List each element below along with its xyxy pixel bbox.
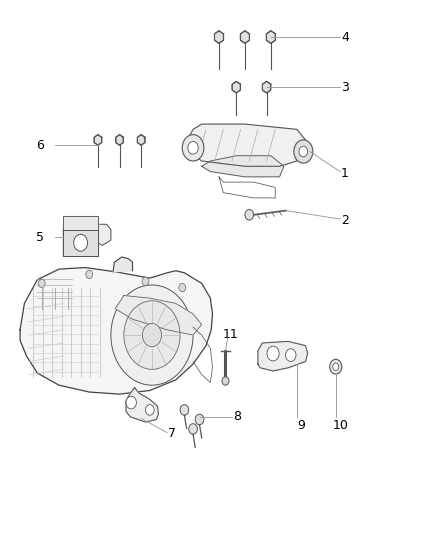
- Polygon shape: [126, 388, 159, 422]
- Polygon shape: [115, 295, 202, 335]
- Polygon shape: [64, 216, 98, 230]
- Circle shape: [330, 359, 342, 374]
- Circle shape: [145, 405, 154, 415]
- Text: 1: 1: [341, 167, 349, 180]
- Text: 8: 8: [233, 410, 241, 423]
- Text: 11: 11: [223, 327, 238, 341]
- Polygon shape: [184, 124, 310, 166]
- Polygon shape: [138, 135, 145, 145]
- Polygon shape: [262, 82, 271, 93]
- Circle shape: [180, 405, 189, 415]
- Polygon shape: [266, 31, 276, 43]
- Circle shape: [38, 279, 45, 288]
- Circle shape: [142, 277, 149, 286]
- Circle shape: [179, 284, 186, 292]
- Circle shape: [222, 377, 229, 385]
- Circle shape: [111, 285, 193, 385]
- Polygon shape: [116, 135, 123, 145]
- Polygon shape: [20, 268, 212, 394]
- Circle shape: [267, 346, 279, 361]
- Text: 6: 6: [36, 139, 44, 152]
- Circle shape: [299, 146, 307, 157]
- Text: 4: 4: [341, 30, 349, 44]
- Polygon shape: [64, 230, 98, 256]
- Circle shape: [126, 396, 136, 409]
- Polygon shape: [113, 257, 133, 272]
- Text: 9: 9: [298, 419, 306, 432]
- Circle shape: [294, 140, 313, 163]
- Text: 3: 3: [341, 80, 349, 94]
- Polygon shape: [232, 82, 240, 93]
- Text: 10: 10: [332, 419, 348, 432]
- Polygon shape: [94, 135, 102, 145]
- Circle shape: [188, 141, 198, 154]
- Circle shape: [124, 301, 180, 369]
- Circle shape: [333, 363, 339, 370]
- Text: 7: 7: [168, 427, 176, 440]
- Polygon shape: [64, 224, 111, 256]
- Text: 2: 2: [341, 214, 349, 227]
- Circle shape: [189, 424, 198, 434]
- Polygon shape: [202, 156, 284, 177]
- Polygon shape: [215, 31, 223, 43]
- Polygon shape: [258, 342, 307, 371]
- Circle shape: [74, 235, 88, 251]
- Text: 5: 5: [36, 231, 44, 244]
- Circle shape: [195, 414, 204, 425]
- Circle shape: [182, 135, 204, 161]
- Circle shape: [286, 349, 296, 361]
- Circle shape: [245, 209, 254, 220]
- Circle shape: [86, 270, 93, 279]
- Circle shape: [142, 324, 162, 346]
- Polygon shape: [240, 31, 249, 43]
